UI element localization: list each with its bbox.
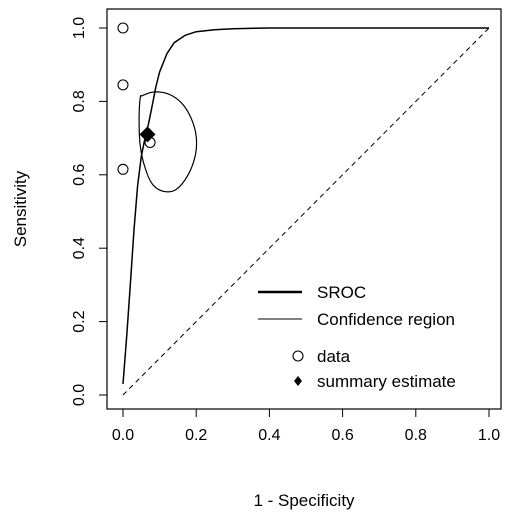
x-axis-title: 1 - Specificity	[253, 491, 355, 510]
legend-data-marker	[292, 350, 304, 362]
y-axis: 0.0 0.2 0.4 0.6 0.8 1.0	[71, 17, 107, 406]
x-tick-label: 0.6	[331, 427, 353, 444]
x-tick-label: 0.8	[405, 427, 427, 444]
data-point	[117, 163, 129, 175]
x-tick-label: 0.0	[112, 427, 134, 444]
y-tick-label: 1.0	[71, 17, 88, 39]
sroc-curve	[122, 27, 489, 385]
data-point	[117, 79, 129, 91]
legend-summary-label: summary estimate	[317, 372, 456, 391]
confidence-region	[138, 91, 198, 193]
y-tick-label: 0.4	[71, 237, 88, 259]
data-point	[117, 22, 129, 34]
legend-sroc-label: SROC	[317, 283, 366, 302]
x-tick-label: 0.4	[258, 427, 280, 444]
legend: SROC Confidence region data summary esti…	[258, 283, 456, 391]
data-points	[117, 22, 156, 175]
y-axis-title: Sensitivity	[11, 170, 30, 247]
y-tick-label: 0.0	[71, 384, 88, 406]
x-tick-label: 0.2	[185, 427, 207, 444]
y-tick-label: 0.8	[71, 90, 88, 112]
legend-summary-marker	[294, 376, 302, 386]
legend-confidence-label: Confidence region	[317, 310, 455, 329]
y-tick-label: 0.2	[71, 310, 88, 332]
summary-estimate-marker	[139, 126, 156, 143]
legend-data-label: data	[317, 347, 351, 366]
x-axis: 0.0 0.2 0.4 0.6 0.8 1.0	[112, 409, 500, 444]
x-tick-label: 1.0	[478, 427, 500, 444]
reference-diagonal-line	[122, 27, 490, 396]
y-tick-label: 0.6	[71, 164, 88, 186]
plot-frame	[106, 8, 502, 410]
summary-estimate	[139, 126, 156, 143]
